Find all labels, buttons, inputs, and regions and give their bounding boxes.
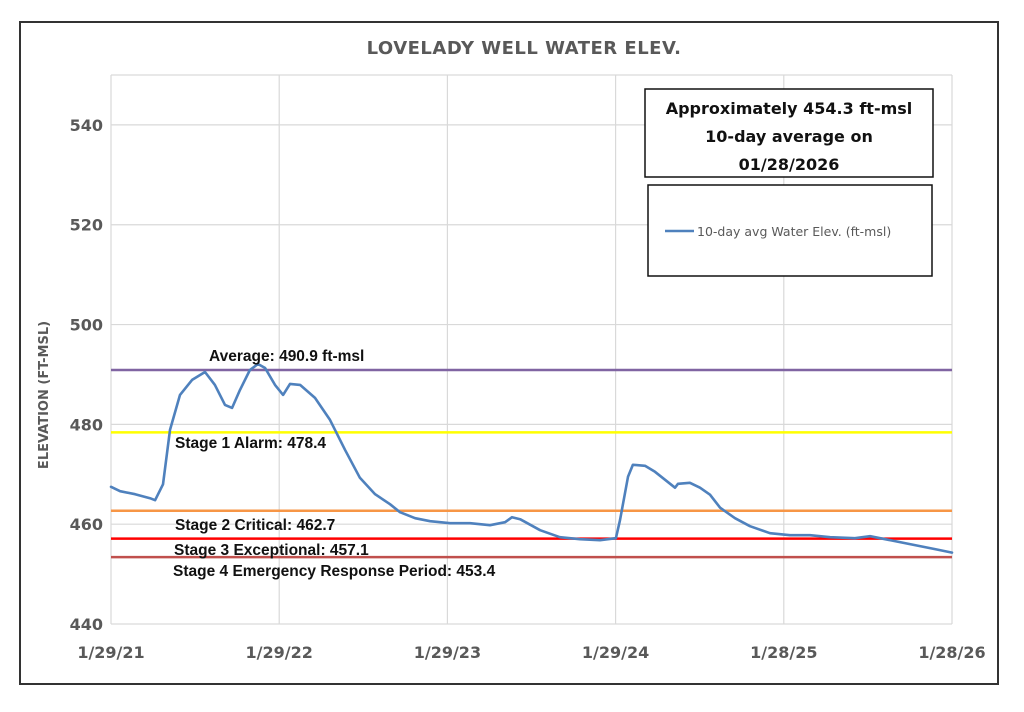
x-tick-label: 1/28/26 bbox=[918, 643, 985, 662]
y-tick-label: 500 bbox=[70, 316, 103, 335]
legend-border bbox=[647, 184, 933, 277]
annotation-box-border bbox=[644, 88, 934, 178]
series-line bbox=[109, 362, 954, 554]
reference-label-stage-4: Stage 4 Emergency Response Period: 453.4 bbox=[173, 563, 496, 580]
reference-labels: Average: 490.9 ft-msl Stage 1 Alarm: 478.… bbox=[173, 348, 496, 580]
chart-frame bbox=[19, 21, 999, 685]
annotation-line-2: 10-day average on bbox=[705, 127, 873, 146]
chart-title: LOVELADY WELL WATER ELEV. bbox=[367, 38, 682, 59]
reference-label-stage-3: Stage 3 Exceptional: 457.1 bbox=[174, 542, 369, 559]
x-axis-ticks: 1/29/21 1/29/22 1/29/23 1/29/24 1/28/25 1/28/… bbox=[77, 643, 985, 662]
x-tick-label: 1/29/22 bbox=[246, 643, 313, 662]
y-axis-label: ELEVATION (FT-MSL) bbox=[37, 321, 52, 469]
legend: 10-day avg Water Elev. (ft-msl) bbox=[647, 184, 933, 277]
y-axis-ticks: 440 460 480 500 520 540 bbox=[70, 116, 103, 634]
y-tick-label: 480 bbox=[70, 415, 103, 434]
annotation-box: Approximately 454.3 ft-msl 10-day averag… bbox=[644, 88, 934, 178]
x-tick-label: 1/29/21 bbox=[77, 643, 144, 662]
legend-entry: 10-day avg Water Elev. (ft-msl) bbox=[697, 224, 891, 239]
x-tick-label: 1/29/24 bbox=[582, 643, 649, 662]
reference-label-average: Average: 490.9 ft-msl bbox=[209, 348, 364, 365]
x-tick-label: 1/29/23 bbox=[414, 643, 481, 662]
annotation-line-1: Approximately 454.3 ft-msl bbox=[666, 99, 913, 118]
reference-label-stage-1: Stage 1 Alarm: 478.4 bbox=[175, 435, 326, 452]
annotation-line-3: 01/28/2026 bbox=[739, 155, 840, 174]
y-tick-label: 460 bbox=[70, 515, 103, 534]
reference-label-stage-2: Stage 2 Critical: 462.7 bbox=[175, 517, 335, 534]
y-tick-label: 540 bbox=[70, 116, 103, 135]
series-group bbox=[109, 362, 954, 554]
x-tick-label: 1/28/25 bbox=[750, 643, 817, 662]
y-tick-label: 520 bbox=[70, 216, 103, 235]
y-tick-label: 440 bbox=[70, 615, 103, 634]
